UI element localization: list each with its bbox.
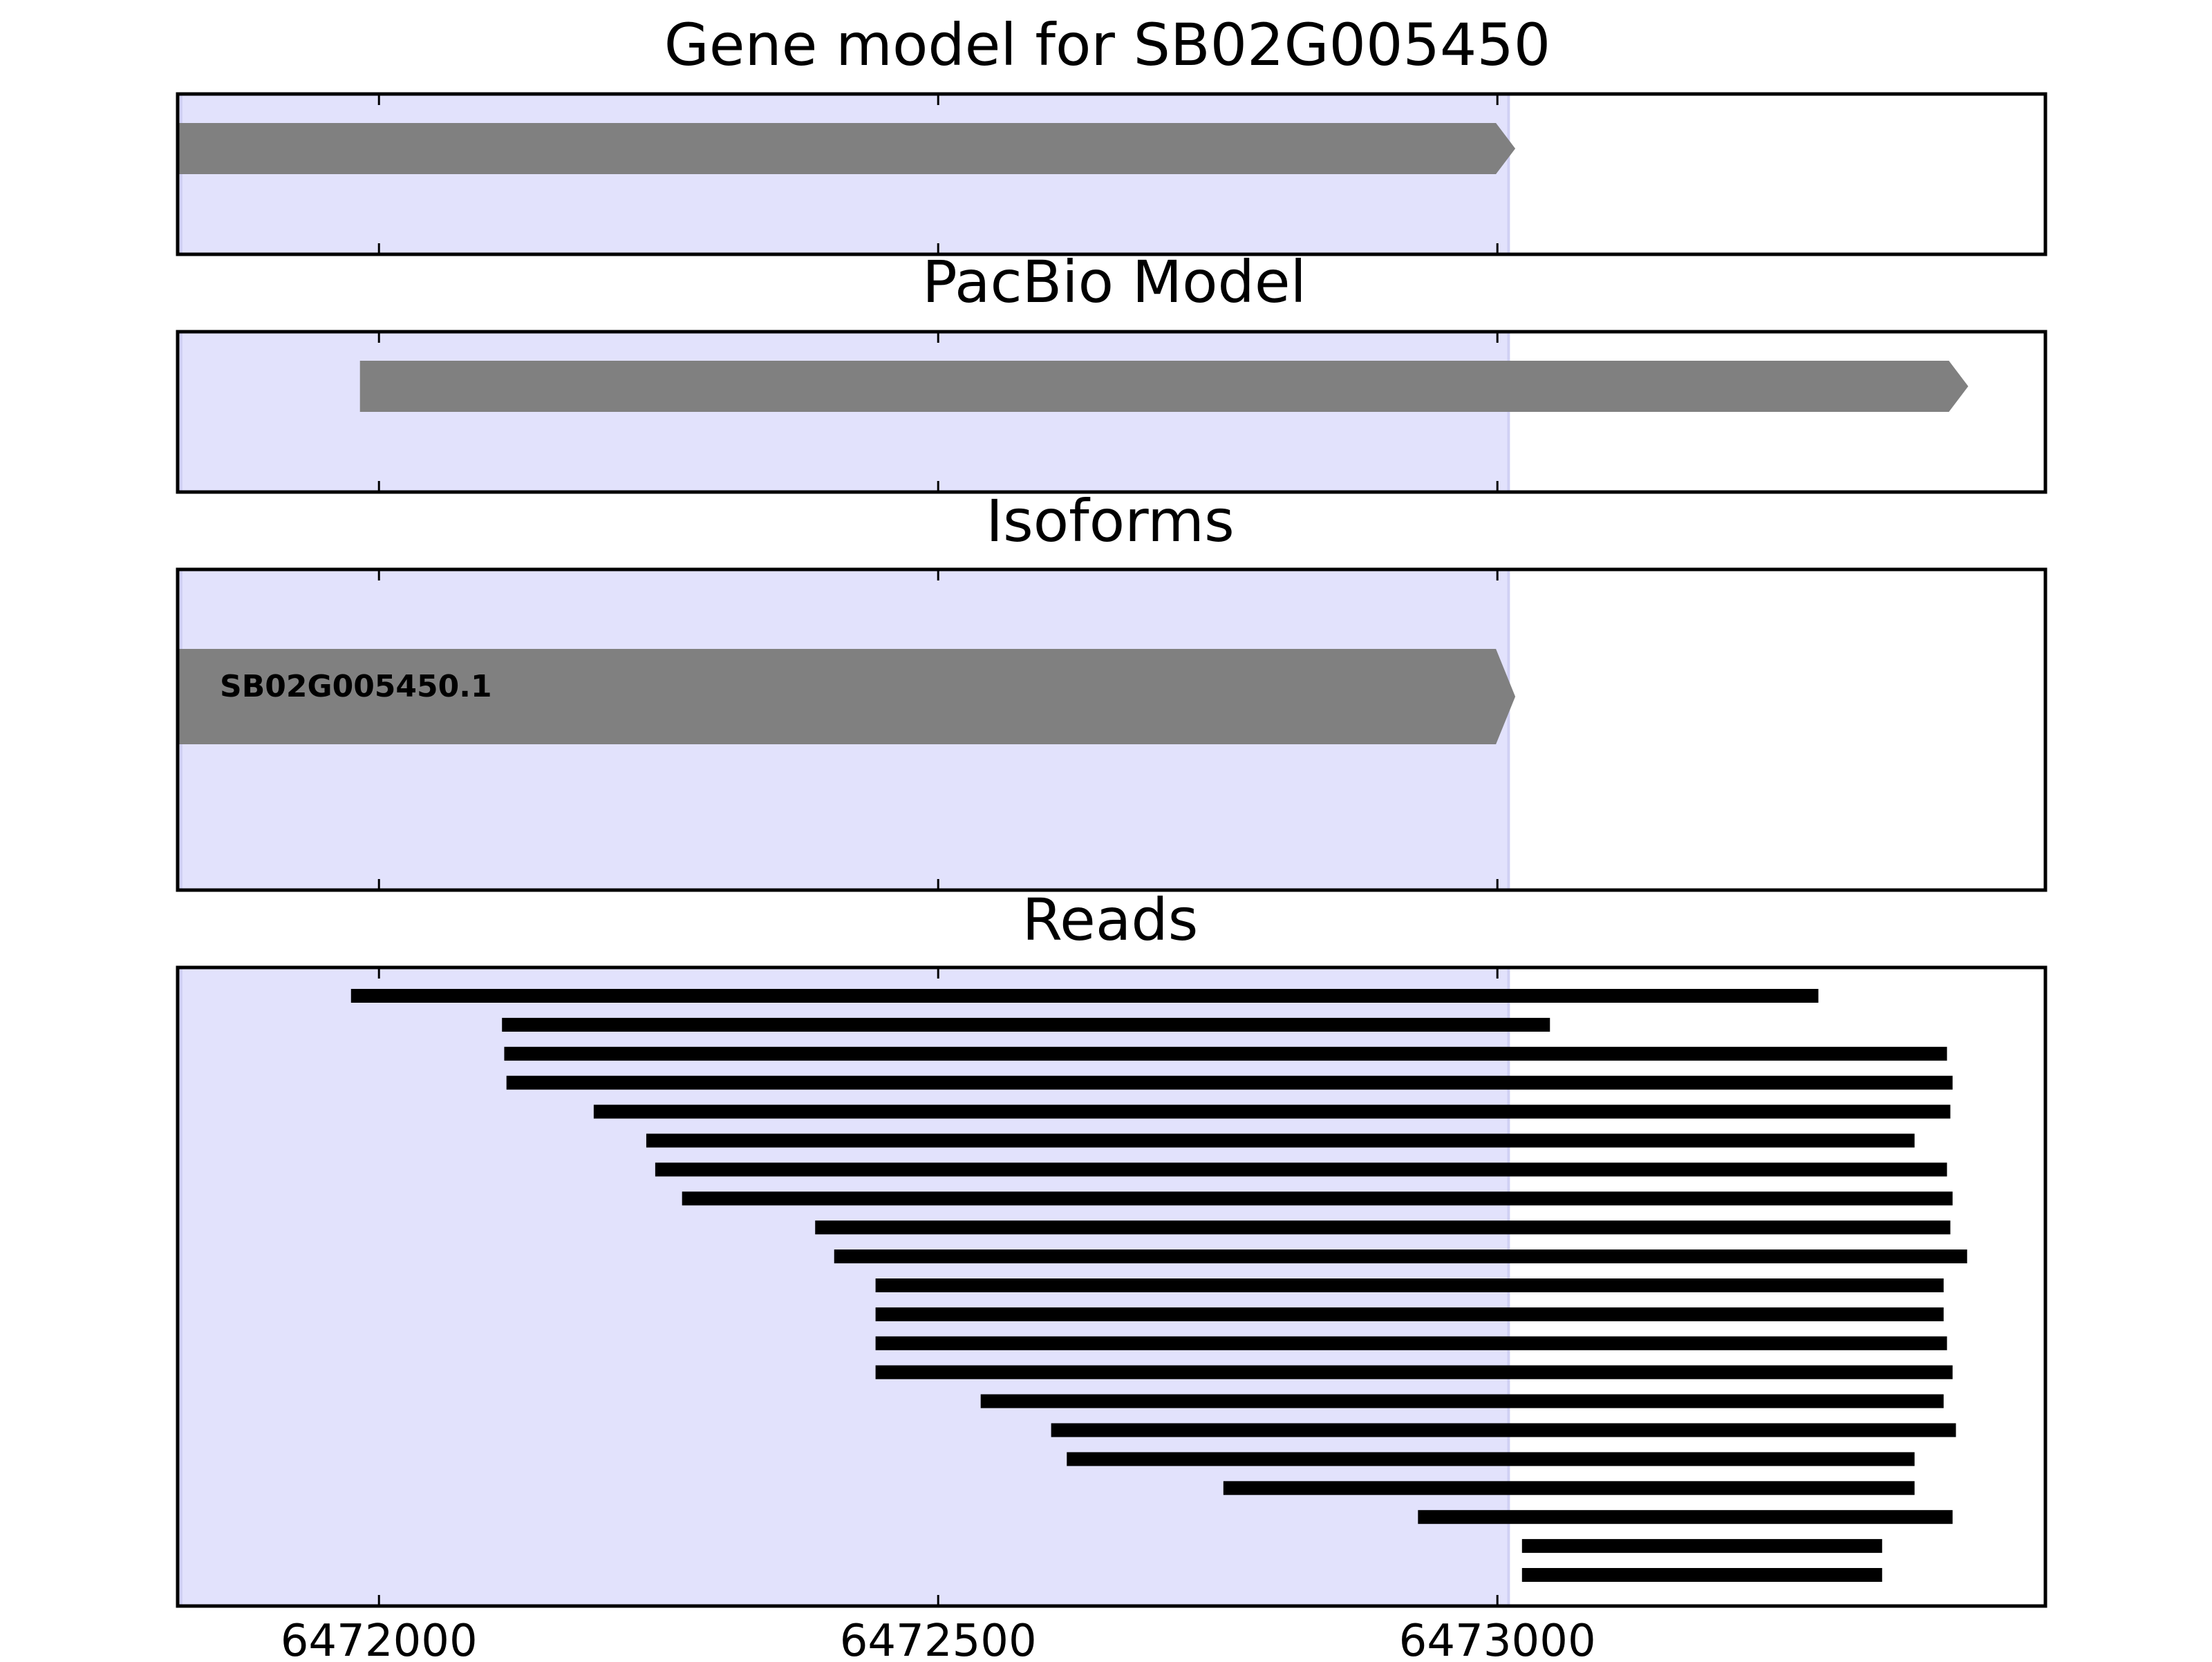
read-bar — [504, 1046, 1947, 1061]
read-bar — [815, 1220, 1951, 1235]
x-tick-label-6472500: 6472500 — [840, 1616, 1037, 1659]
read-bar — [350, 989, 1819, 1003]
read-bar — [646, 1133, 1915, 1148]
read-bar — [875, 1307, 1944, 1321]
read-bar — [1223, 1481, 1915, 1495]
reads-frame — [176, 965, 2047, 1608]
isoforms-features — [178, 649, 1516, 744]
read-bar — [834, 1249, 1967, 1264]
read-bar — [593, 1104, 1951, 1119]
pacbio-model-frame — [176, 330, 2047, 494]
pacbio-model-panel: PacBio Model — [176, 248, 2047, 494]
pacbio-model-features — [359, 361, 1969, 412]
gene-feature-arrow — [178, 649, 1516, 744]
reads-panel: Reads 6472000 6472500 6473000 — [176, 886, 2047, 1662]
pacbio-model-ticks — [377, 332, 1499, 492]
read-bar — [682, 1191, 1953, 1206]
read-bar — [1051, 1423, 1956, 1437]
x-tick-label-6473000: 6473000 — [1399, 1616, 1596, 1659]
reads-ticks — [377, 967, 1499, 1606]
read-bar — [980, 1394, 1944, 1408]
gene-feature-arrow — [178, 123, 1516, 174]
isoforms-frame — [176, 567, 2047, 892]
isoforms-panel: Isoforms SB02G005450.1 — [176, 487, 2047, 892]
gene-model-title: Gene model for SB02G005450 — [664, 11, 1550, 79]
reads-bars — [350, 989, 1967, 1582]
x-axis-tick-labels: 6472000 6472500 6473000 — [281, 1616, 1596, 1662]
gene-model-features — [178, 123, 1516, 174]
gene-model-ticks — [377, 94, 1499, 254]
reads-title: Reads — [1022, 886, 1199, 954]
isoforms-title: Isoforms — [986, 487, 1235, 555]
read-bar — [875, 1365, 1953, 1379]
read-bar — [655, 1162, 1947, 1177]
read-bar — [1418, 1510, 1953, 1524]
gene-model-frame — [176, 92, 2047, 256]
read-bar — [1521, 1568, 1882, 1582]
read-bar — [506, 1075, 1953, 1090]
read-bar — [502, 1017, 1550, 1032]
read-bar — [875, 1336, 1947, 1350]
pacbio-model-title: PacBio Model — [922, 248, 1306, 316]
x-tick-label-6472000: 6472000 — [281, 1616, 478, 1659]
read-bar — [875, 1278, 1944, 1292]
read-bar — [1067, 1452, 1915, 1466]
read-bar — [1521, 1539, 1882, 1554]
isoforms-ticks — [377, 569, 1499, 890]
gene-model-panel: Gene model for SB02G005450 — [176, 11, 2047, 256]
gene-feature-arrow — [359, 361, 1969, 412]
isoform-label: SB02G005450.1 — [220, 669, 492, 704]
